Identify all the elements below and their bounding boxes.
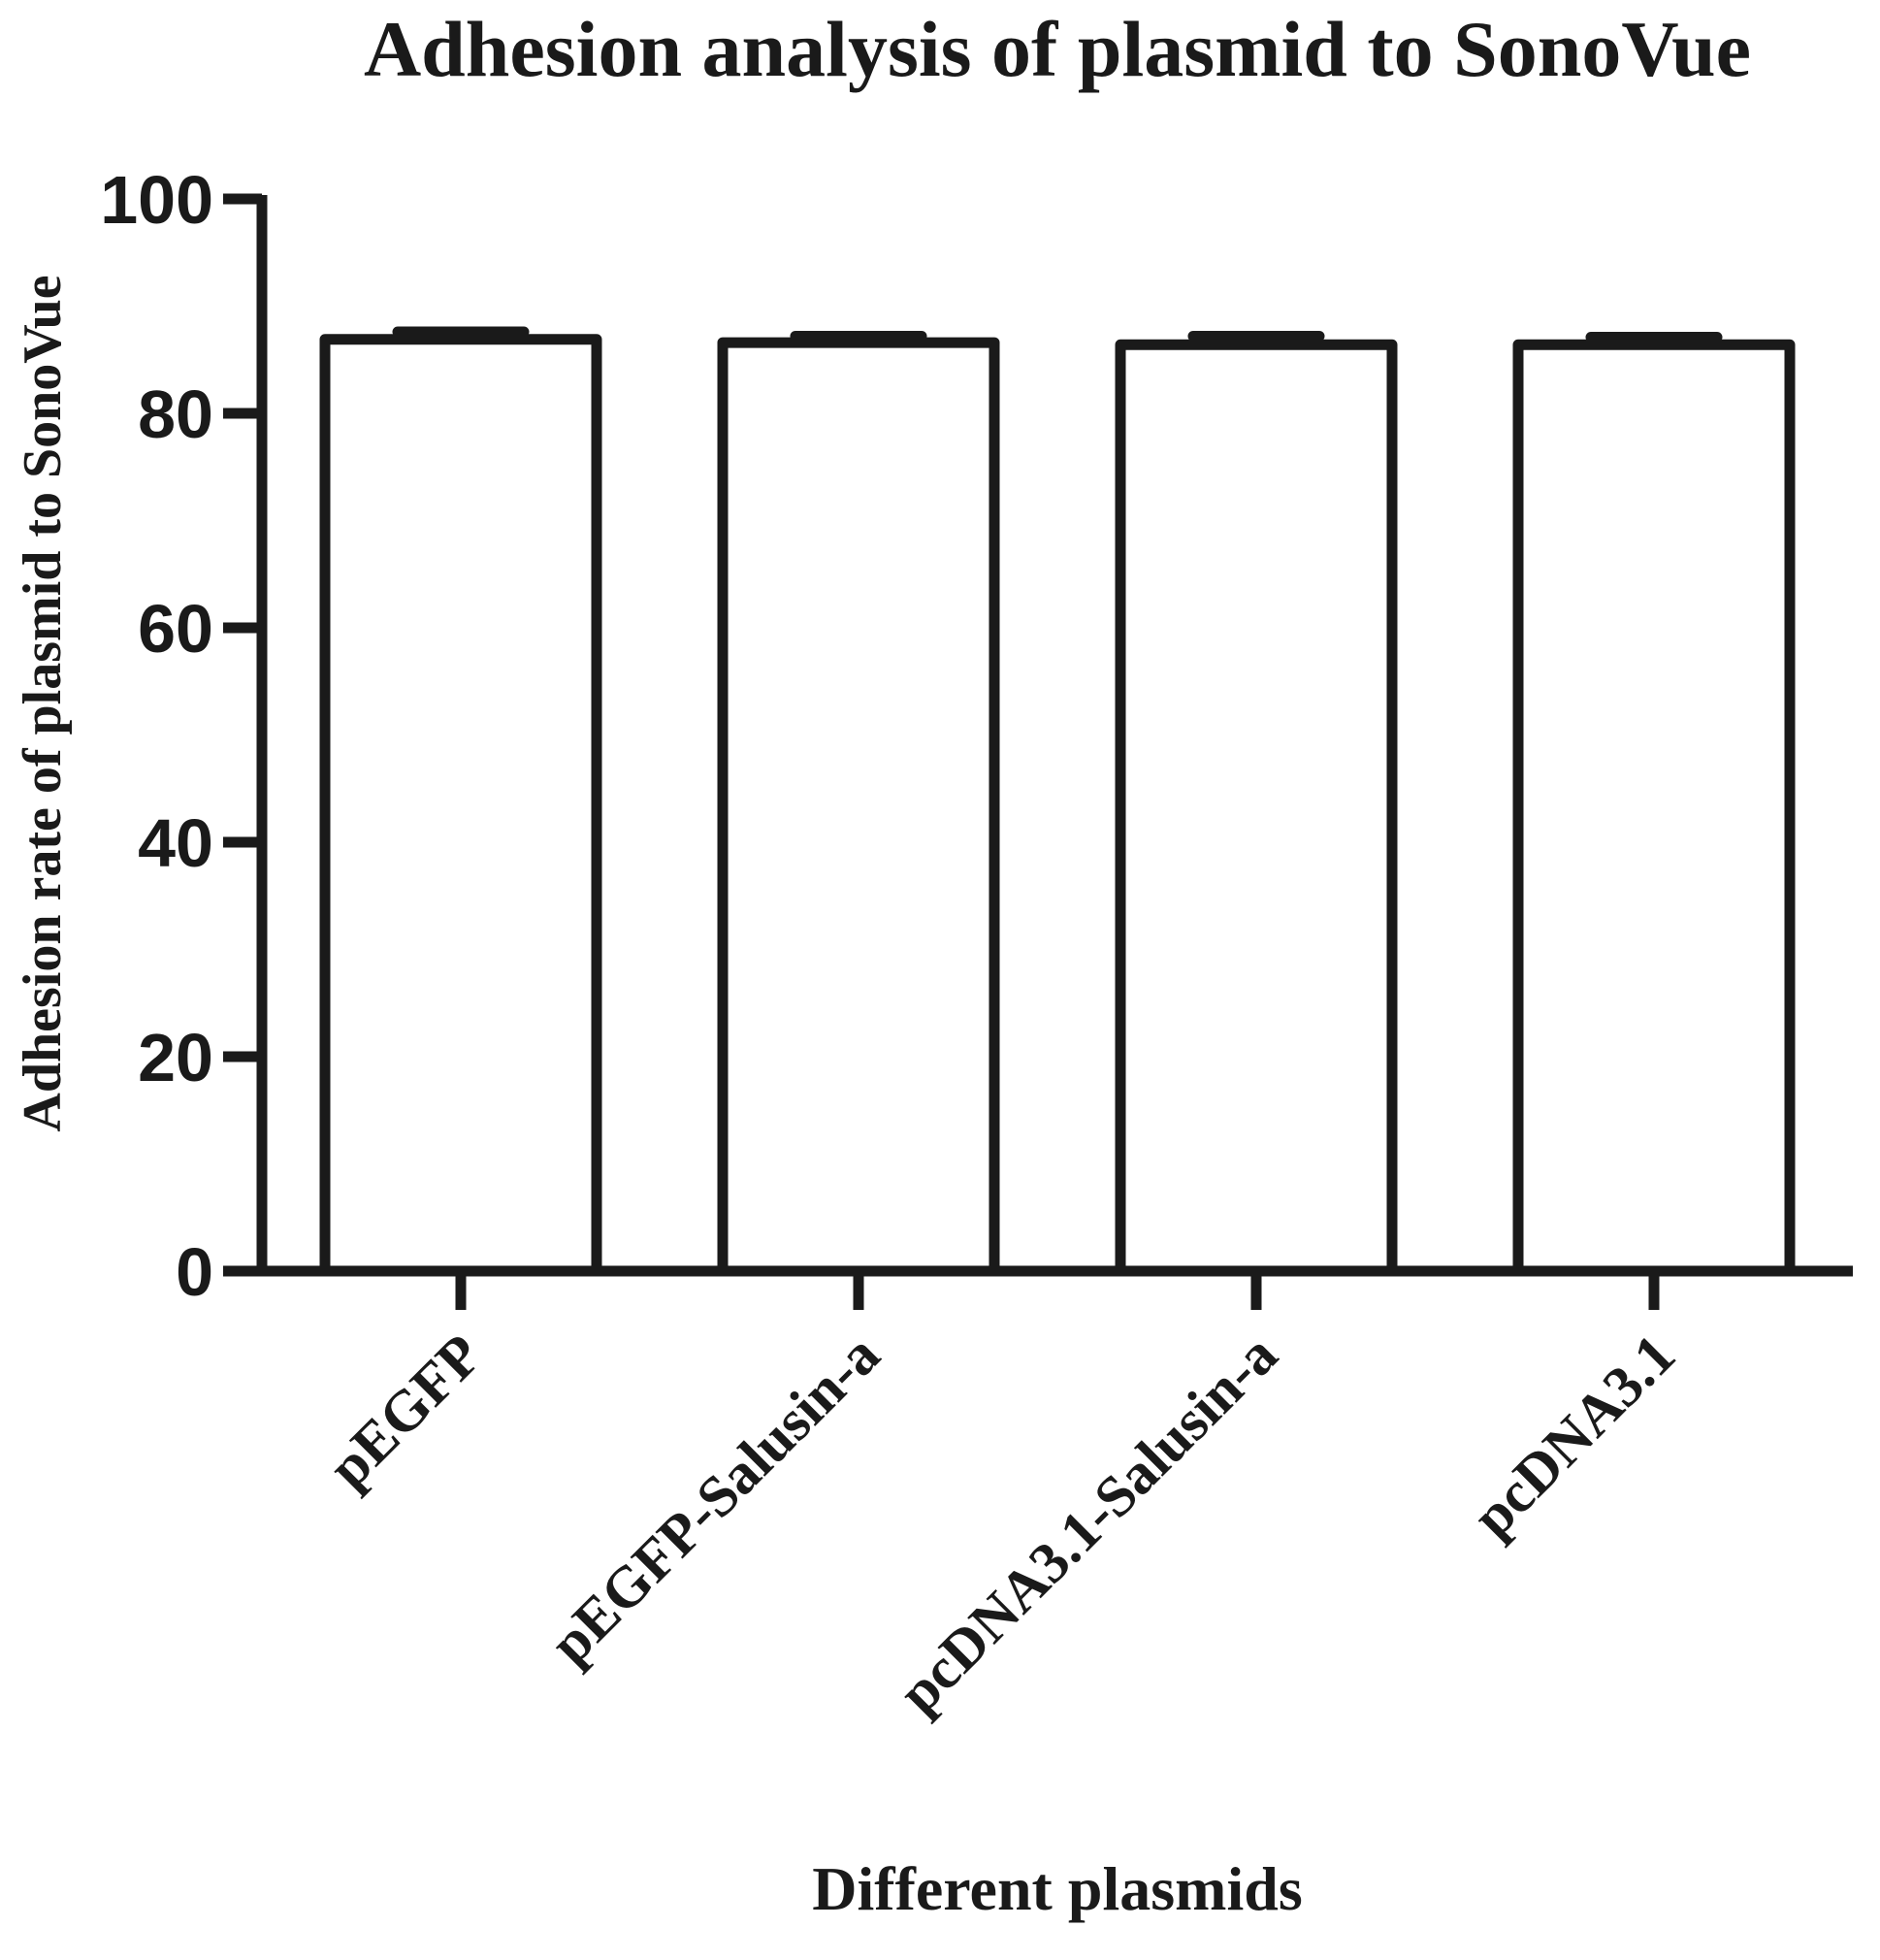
- x-tick-label-4: pcDNA3.1: [1460, 1323, 1687, 1550]
- y-tick-label-0: 0: [176, 1234, 213, 1310]
- y-tick-label-100: 100: [100, 162, 213, 238]
- y-axis-label: Adhesion rate of plasmid to SonoVue: [13, 275, 73, 1131]
- x-tick-label-1: pEGFP: [316, 1323, 494, 1500]
- x-tick-label-2: pEGFP-Salusin-a: [537, 1323, 891, 1677]
- bar-1: [319, 334, 602, 1277]
- y-tick-label-20: 20: [138, 1020, 213, 1095]
- bar-2: [717, 337, 1000, 1277]
- bar-4: [1512, 339, 1796, 1277]
- x-axis-label: Different plasmids: [812, 1854, 1302, 1923]
- y-tick-label-40: 40: [138, 805, 213, 881]
- x-tick-label-3: pcDNA3.1-Salusin-a: [887, 1323, 1290, 1726]
- y-tick-label-60: 60: [138, 591, 213, 667]
- chart-title: Adhesion analysis of plasmid to SonoVue: [364, 5, 1751, 93]
- y-tick-label-80: 80: [138, 376, 213, 452]
- bar-3: [1115, 339, 1398, 1277]
